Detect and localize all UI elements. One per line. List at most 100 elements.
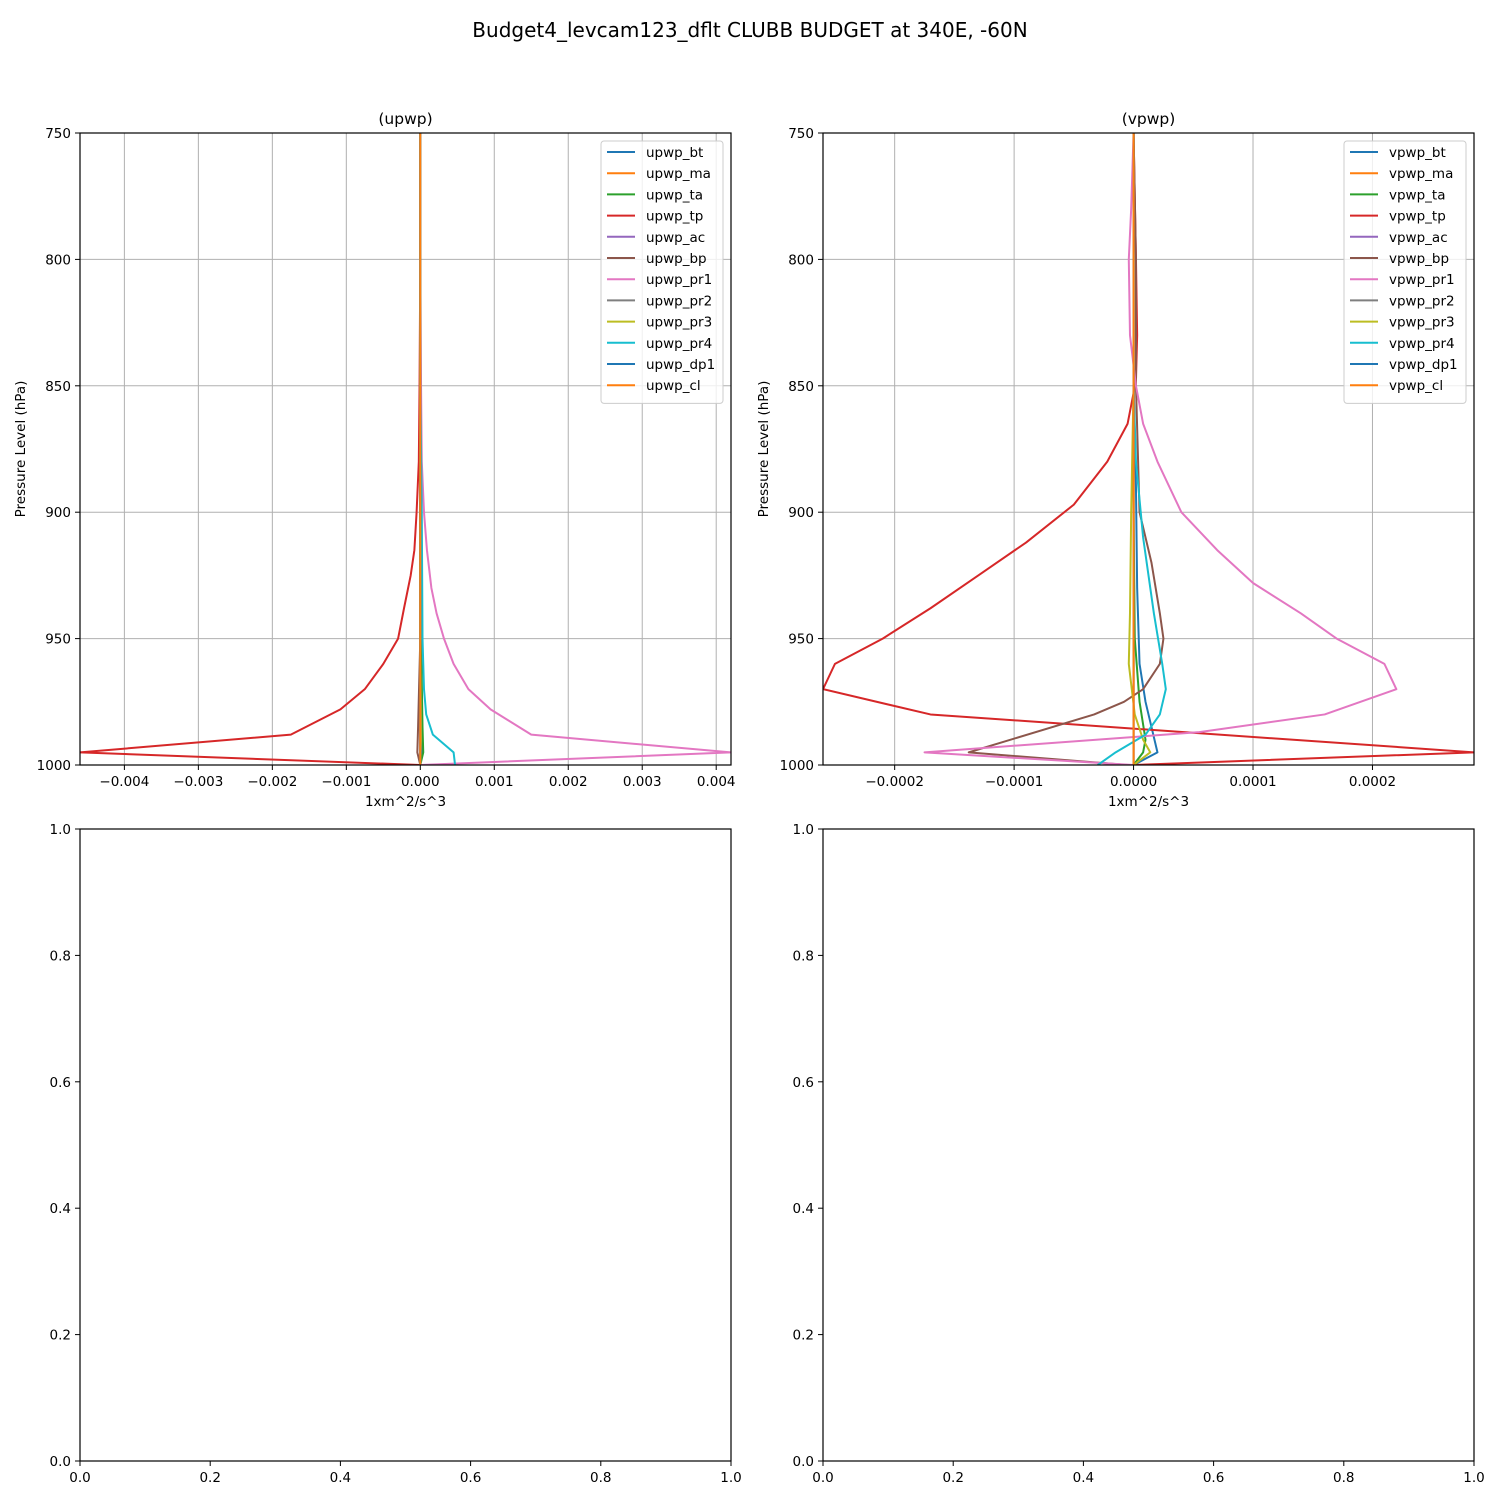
x-tick-label: 0.4: [1073, 1470, 1094, 1486]
x-tick-label: 1.0: [720, 1470, 741, 1486]
y-tick-label: 0.0: [50, 1454, 71, 1470]
x-tick-label: 0.000: [401, 774, 440, 790]
legend-label: upwp_bp: [646, 251, 707, 267]
legend-label: vpwp_pr3: [1389, 315, 1455, 331]
series-line-vpwp_pr4: [1097, 133, 1167, 765]
y-tick-label: 0.4: [793, 1201, 814, 1217]
figure-suptitle: Budget4_levcam123_dflt CLUBB BUDGET at 3…: [472, 18, 1027, 42]
x-tick-label: 0.004: [697, 774, 736, 790]
x-axis-label: 1xm^2/s^3: [365, 794, 446, 810]
legend-label: upwp_dp1: [646, 357, 715, 373]
subplot-3: 0.0 0.2 0.4 0.6 0.8 1.0 0.0 0.2 0.4 0.6 0.8 1.0: [50, 822, 742, 1486]
y-tick-label: 0.8: [793, 948, 814, 964]
x-tick-label: −0.002: [247, 774, 297, 790]
legend-label: upwp_ac: [646, 230, 705, 246]
subplot-1: −0.004 −0.003 −0.002 −0.001 0.000 0.001 0.002 0…: [13, 110, 736, 810]
legend-label: upwp_pr4: [646, 336, 712, 352]
x-tick-label: 0.0: [69, 1470, 90, 1486]
legend-label: upwp_ma: [646, 166, 711, 182]
y-tick-label: 950: [788, 632, 814, 648]
x-tick-label: −0.003: [173, 774, 223, 790]
subplots: −0.004 −0.003 −0.002 −0.001 0.000 0.001 0.002 0…: [13, 110, 1485, 1486]
subplot-4: 0.0 0.2 0.4 0.6 0.8 1.0 0.0 0.2 0.4 0.6 0.8 1.0: [793, 822, 1485, 1486]
x-tick-label: −0.0001: [985, 774, 1044, 790]
x-axis-label: 1xm^2/s^3: [1108, 794, 1189, 810]
x-tick-label: 0.2: [942, 1470, 963, 1486]
y-tick-label: 750: [45, 126, 71, 142]
x-tick-label: 0.4: [330, 1470, 351, 1486]
legend-label: vpwp_cl: [1389, 378, 1443, 394]
subplot-title: (vpwp): [1122, 110, 1176, 128]
legend-label: upwp_bt: [646, 145, 703, 161]
legend-label: upwp_ta: [646, 187, 703, 203]
legend: vpwp_bt vpwp_ma vpwp_ta vpwp_tp vpwp_ac vpwp_…: [1343, 140, 1467, 404]
x-tick-label: −0.001: [321, 774, 371, 790]
y-tick-label: 0.4: [50, 1201, 71, 1217]
y-tick-label: 950: [45, 632, 71, 648]
legend-label: upwp_pr3: [646, 315, 712, 331]
y-tick-label: 0.2: [793, 1328, 814, 1344]
x-tick-label: 0.001: [475, 774, 514, 790]
legend-label: vpwp_ta: [1389, 187, 1446, 203]
legend-label: vpwp_pr2: [1389, 293, 1455, 309]
series-group: [80, 133, 731, 765]
y-tick-label: 750: [788, 126, 814, 142]
legend-label: vpwp_ma: [1389, 166, 1453, 182]
y-tick-label: 1000: [780, 758, 814, 774]
y-tick-label: 800: [788, 252, 814, 268]
plot-area: [80, 829, 731, 1461]
y-tick-label: 0.0: [793, 1454, 814, 1470]
legend-label: vpwp_tp: [1389, 209, 1446, 225]
subplot-2: −0.0002 −0.0001 0.0000 0.0001 0.0002 750 800 85…: [756, 110, 1475, 810]
legend-label: upwp_tp: [646, 209, 703, 225]
y-tick-label: 0.6: [793, 1075, 814, 1091]
x-tick-label: 0.6: [460, 1470, 481, 1486]
y-tick-label: 850: [45, 379, 71, 395]
subplot-title: (upwp): [378, 110, 432, 128]
x-tick-label: 0.8: [590, 1470, 611, 1486]
legend-label: upwp_pr1: [646, 272, 712, 288]
axes-frame: [79, 132, 732, 766]
series-group: [823, 133, 1474, 765]
y-tick-label: 1.0: [50, 822, 71, 838]
y-tick-label: 900: [788, 505, 814, 521]
y-axis-label: Pressure Level (hPa): [756, 381, 772, 518]
x-tick-label: 0.003: [623, 774, 662, 790]
y-tick-label: 0.2: [50, 1328, 71, 1344]
legend: upwp_bt upwp_ma upwp_ta upwp_tp upwp_ac upwp_…: [600, 140, 724, 404]
x-tick-label: 0.2: [199, 1470, 220, 1486]
y-axis-label: Pressure Level (hPa): [13, 381, 29, 518]
legend-box: [600, 140, 724, 404]
x-tick-label: 0.0001: [1229, 774, 1276, 790]
axes-frame: [822, 132, 1475, 766]
x-tick-label: 0.0000: [1110, 774, 1157, 790]
x-tick-label: −0.0002: [865, 774, 924, 790]
legend-label: upwp_pr2: [646, 293, 712, 309]
plot-area: [823, 829, 1474, 1461]
x-tick-label: −0.004: [99, 774, 149, 790]
y-tick-label: 900: [45, 505, 71, 521]
y-tick-label: 1000: [37, 758, 71, 774]
legend-label: vpwp_pr1: [1389, 272, 1455, 288]
legend-label: vpwp_dp1: [1389, 357, 1458, 373]
y-tick-label: 0.6: [50, 1075, 71, 1091]
series-line-vpwp_pr1: [923, 133, 1398, 765]
legend-label: upwp_cl: [646, 378, 701, 394]
y-tick-label: 0.8: [50, 948, 71, 964]
x-tick-label: 0.8: [1333, 1470, 1354, 1486]
legend-label: vpwp_ac: [1389, 230, 1448, 246]
legend-label: vpwp_bp: [1389, 251, 1449, 267]
x-tick-label: 0.0: [812, 1470, 833, 1486]
legend-label: vpwp_bt: [1389, 145, 1446, 161]
axes-frame: [79, 828, 732, 1462]
x-tick-label: 0.0002: [1349, 774, 1396, 790]
x-tick-label: 0.6: [1203, 1470, 1224, 1486]
axes-frame: [822, 828, 1475, 1462]
x-tick-label: 1.0: [1463, 1470, 1484, 1486]
y-tick-label: 800: [45, 252, 71, 268]
y-tick-label: 850: [788, 379, 814, 395]
x-tick-label: 0.002: [549, 774, 588, 790]
legend-label: vpwp_pr4: [1389, 336, 1455, 352]
legend-box: [1343, 140, 1467, 404]
